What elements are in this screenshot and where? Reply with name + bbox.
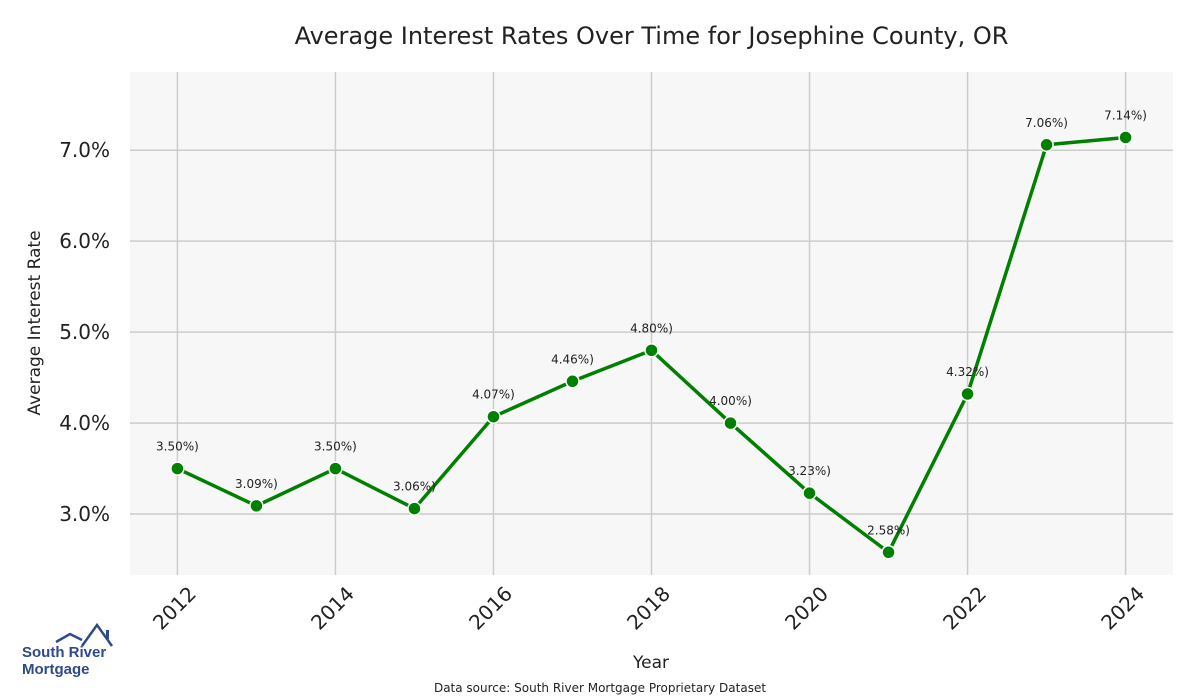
house-icon: [55, 622, 114, 647]
x-tick-label: 2024: [1096, 582, 1149, 635]
x-tick-label: 2012: [148, 582, 201, 635]
x-tick-label: 2014: [306, 582, 359, 635]
data-label: 2.58%): [867, 523, 910, 537]
chart-title: Average Interest Rates Over Time for Jos…: [294, 22, 1009, 50]
data-label: 7.14%): [1104, 108, 1147, 122]
company-logo: South River Mortgage: [22, 620, 122, 680]
data-label: 3.50%): [314, 440, 357, 454]
x-tick-label: 2018: [622, 582, 675, 635]
data-source-note: Data source: South River Mortgage Propri…: [433, 681, 767, 695]
y-tick-label: 4.0%: [59, 411, 110, 435]
data-point: [407, 501, 422, 516]
data-label: 7.06%): [1025, 116, 1068, 130]
y-tick-label: 6.0%: [59, 229, 110, 253]
data-point: [802, 485, 817, 501]
data-point: [249, 498, 264, 514]
data-label: 3.09%): [235, 477, 278, 491]
data-label: 4.32%): [946, 365, 989, 379]
y-tick-label: 7.0%: [59, 138, 110, 162]
data-label: 3.50%): [156, 440, 199, 454]
data-point: [565, 374, 580, 389]
data-label: 4.80%): [630, 321, 673, 335]
data-point: [486, 409, 501, 424]
x-tick-label: 2020: [780, 582, 833, 635]
data-label: 3.06%): [393, 480, 436, 494]
data-label: 4.46%): [551, 352, 594, 366]
data-point: [723, 415, 738, 431]
data-label: 4.07%): [472, 388, 515, 402]
data-label: 4.00%): [709, 394, 752, 408]
y-tick-label: 3.0%: [59, 502, 110, 526]
data-point: [881, 545, 896, 560]
logo-line-2: Mortgage: [22, 661, 90, 678]
x-tick-label: 2022: [938, 582, 991, 635]
data-point: [328, 461, 343, 476]
x-axis-label: Year: [632, 653, 669, 673]
x-tick-label: 2016: [464, 582, 517, 635]
data-point: [960, 386, 975, 402]
data-point: [1118, 130, 1133, 145]
y-tick-label: 5.0%: [59, 320, 110, 344]
data-point: [1039, 137, 1054, 153]
data-point: [644, 343, 659, 358]
logo-line-1: South River: [22, 644, 107, 661]
data-point: [170, 461, 185, 476]
y-axis-label: Average Interest Rate: [25, 230, 45, 415]
data-label: 3.23%): [788, 464, 831, 478]
